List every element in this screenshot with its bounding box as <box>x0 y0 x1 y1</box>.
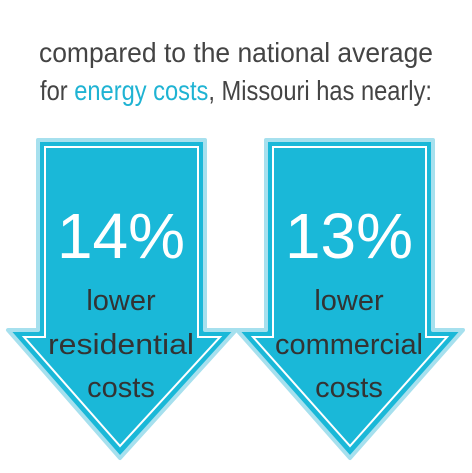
arrow-outline <box>250 146 450 448</box>
arrow-shape <box>6 138 238 460</box>
header-line: compared to the national average <box>39 37 433 68</box>
header-highlight: energy costs <box>74 75 208 106</box>
stat-value: 14% <box>57 200 185 272</box>
stat-label: lower <box>314 285 384 317</box>
arrow-shape <box>235 138 465 460</box>
stat-label: commercial <box>275 329 423 361</box>
stat-value: 13% <box>285 200 413 272</box>
stat-label: lower <box>86 285 156 317</box>
header-line: for energy costs, Missouri has nearly: <box>40 75 432 106</box>
stat-label: costs <box>315 372 383 404</box>
arrow-outline <box>21 146 223 448</box>
arrow: 13% lower commercial costs <box>235 138 465 460</box>
stat-label: residential <box>48 329 194 361</box>
header-text: , Missouri has nearly: <box>208 75 432 106</box>
header-text: for <box>40 75 74 106</box>
arrow: 14% lower residential costs <box>6 138 238 460</box>
stat-label: costs <box>87 372 155 404</box>
